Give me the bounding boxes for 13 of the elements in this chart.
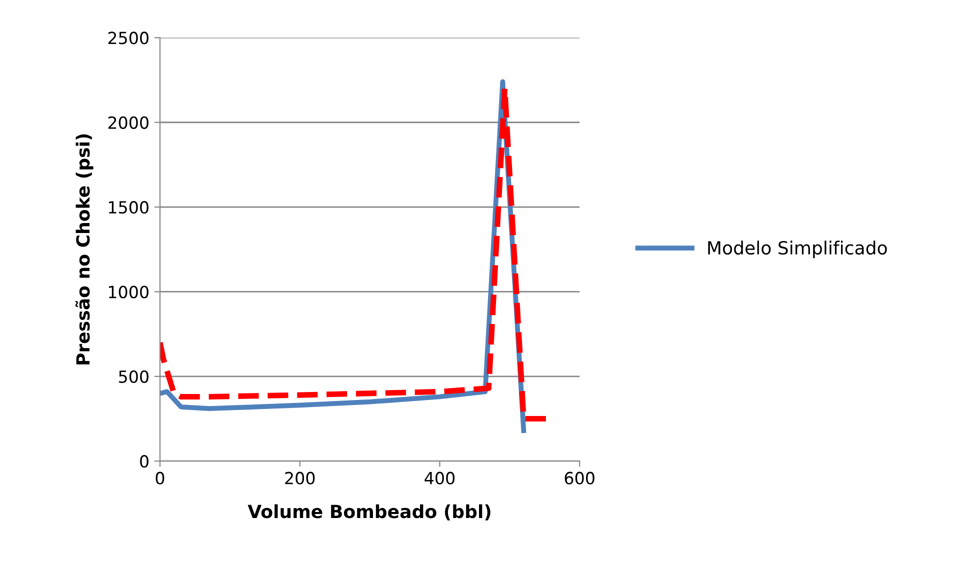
- x-tick-label: 600: [564, 472, 594, 484]
- y-tick-label: 1500: [108, 201, 148, 214]
- y-tick-label: 2500: [108, 32, 148, 44]
- y-axis-title: Pressão no Choke (psi): [75, 134, 94, 364]
- y-tick-label: 1000: [108, 286, 148, 298]
- legend-label: Modelo Simplificado: [708, 240, 887, 258]
- y-tick-label: 2000: [108, 116, 148, 129]
- x-tick-label: 0: [156, 472, 164, 484]
- x-tick-label: 200: [285, 472, 315, 484]
- y-tick-label: 0: [140, 455, 148, 468]
- x-axis-title: Volume Bombeado (bbl): [248, 504, 490, 520]
- x-tick-label: 400: [424, 472, 455, 484]
- y-tick-label: 500: [119, 370, 148, 383]
